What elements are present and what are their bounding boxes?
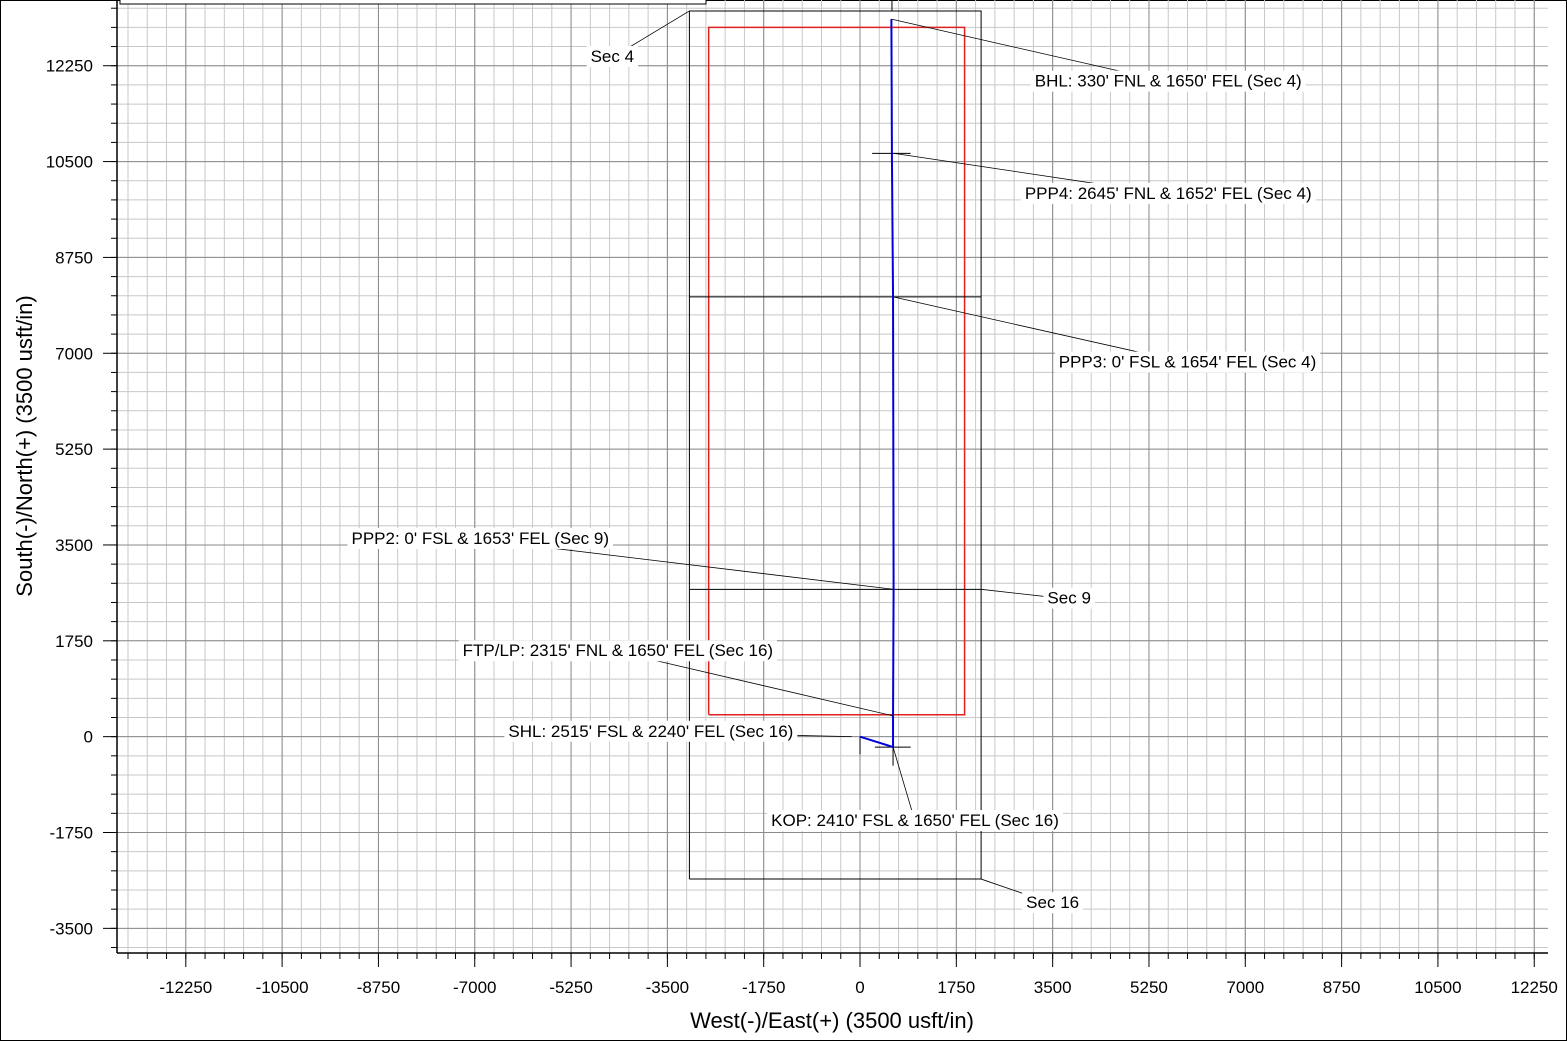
- y-tick-label: 7000: [55, 344, 93, 363]
- y-tick-label: 8750: [55, 248, 93, 267]
- annotation-label: BHL: 330' FNL & 1650' FEL (Sec 4): [1035, 72, 1302, 91]
- lease-boundary: [707, 26, 966, 716]
- annotation-label: Sec 4: [591, 47, 634, 66]
- y-tick-label: 5250: [55, 440, 93, 459]
- x-tick-label: -10500: [256, 978, 309, 997]
- y-tick-label: 10500: [46, 153, 93, 172]
- annotation-label-bg: [1043, 587, 1095, 609]
- annotations: BHL: 330' FNL & 1650' FEL (Sec 4) PPP4: 2…: [347, 10, 1321, 914]
- y-tick-label: 1750: [55, 632, 93, 651]
- annotation-label-bg: [1030, 70, 1306, 92]
- annotation-label-bg: [1022, 892, 1084, 914]
- annotation-label: SHL: 2515' FSL & 2240' FEL (Sec 16): [508, 722, 793, 741]
- annotation-label-bg: [767, 810, 1063, 832]
- annotation-leader: [892, 746, 916, 822]
- annotation-label: KOP: 2410' FSL & 1650' FEL (Sec 16): [771, 811, 1059, 830]
- x-tick-label: -12250: [159, 978, 212, 997]
- x-tick-label: 0: [855, 978, 864, 997]
- legend-box: [119, 0, 707, 5]
- annotation-label-bg: [458, 640, 778, 662]
- annotation-label-bg: [504, 720, 798, 742]
- annotation-label-bg: [586, 45, 639, 67]
- annotation-label: PPP3: 0' FSL & 1654' FEL (Sec 4): [1059, 353, 1317, 372]
- y-tick-label: 3500: [55, 536, 93, 555]
- annotation-label-bg: [347, 527, 614, 549]
- annotation-label: Sec 9: [1047, 589, 1090, 608]
- annotation-label-bg: [1020, 182, 1316, 204]
- y-tick-label: -1750: [50, 824, 93, 843]
- y-tick-label: -3500: [50, 919, 93, 938]
- annotation-label-bg: [1054, 351, 1321, 373]
- grid-major: [117, 0, 1548, 953]
- annotation-leader: [617, 651, 894, 717]
- x-tick-label: 3500: [1034, 978, 1072, 997]
- x-tick-label: 5250: [1130, 978, 1168, 997]
- y-axis-title: South(-)/North(+) (3500 usft/in): [12, 295, 37, 596]
- section-lines: [688, 0, 982, 880]
- annotation-label: Sec 16: [1026, 893, 1079, 912]
- x-tick-label: -3500: [646, 978, 689, 997]
- y-tick-label: 0: [84, 728, 93, 747]
- annotation-label: FTP/LP: 2315' FNL & 1650' FEL (Sec 16): [463, 641, 773, 660]
- x-tick-label: 7000: [1226, 978, 1264, 997]
- y-tick-label: 12250: [46, 57, 93, 76]
- x-tick-label: 10500: [1414, 978, 1461, 997]
- x-tick-label: 8750: [1323, 978, 1361, 997]
- annotation-label: PPP2: 0' FSL & 1653' FEL (Sec 9): [351, 529, 609, 548]
- section-line: [688, 10, 982, 880]
- axes: -12250 -10500 -8750 -7000 -5250 -3500 -1750 0 17…: [46, 0, 1558, 997]
- x-tick-label: -1750: [742, 978, 785, 997]
- x-axis-title: West(-)/East(+) (3500 usft/in): [690, 1008, 974, 1033]
- x-tick-label: 12250: [1511, 978, 1558, 997]
- x-tick-label: -7000: [453, 978, 496, 997]
- x-tick-label: 1750: [937, 978, 975, 997]
- x-tick-label: -5250: [549, 978, 592, 997]
- annotation-label: PPP4: 2645' FNL & 1652' FEL (Sec 4): [1025, 184, 1312, 203]
- x-tick-label: -8750: [357, 978, 400, 997]
